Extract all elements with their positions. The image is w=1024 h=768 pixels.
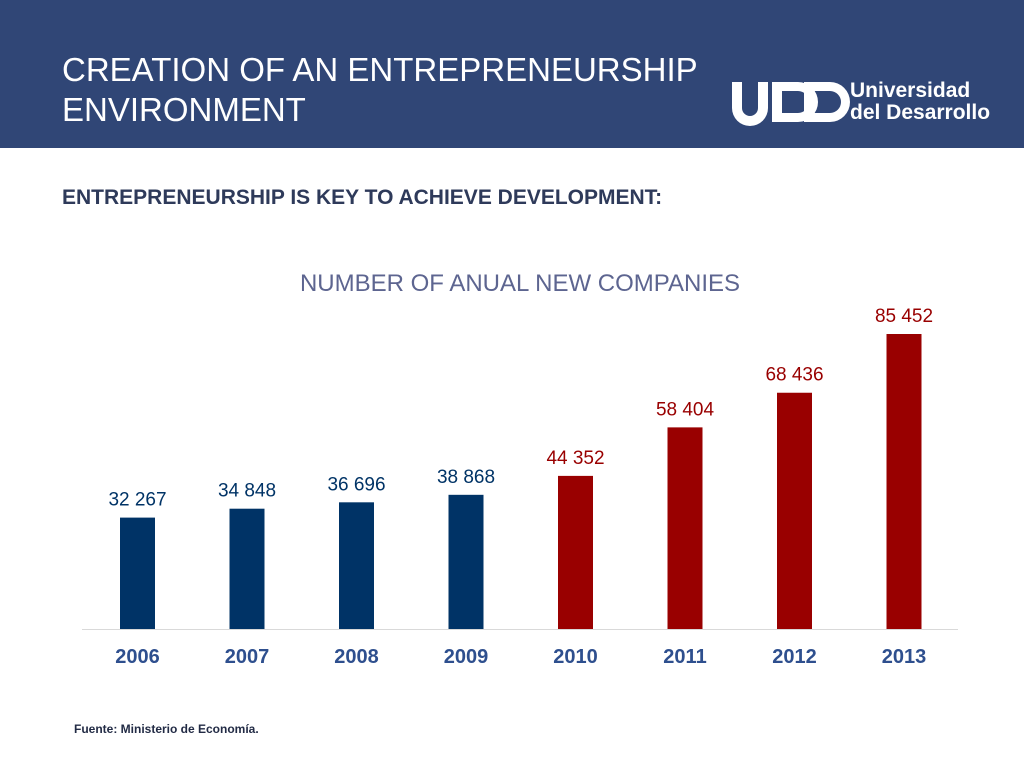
header-banner: CREATION OF AN ENTREPRENEURSHIP ENVIRONM…: [0, 0, 1024, 148]
bar-chart: 32 267 2006 34 848 2007 36 696 2008 38 868 2009…: [82, 306, 958, 668]
slide-subtitle: ENTREPRENEURSHIP IS KEY TO ACHIEVE DEVEL…: [62, 186, 663, 209]
logo-wordmark: Universidad del Desarrollo: [850, 80, 990, 124]
data-label-2012: 68 436: [765, 365, 823, 386]
x-tick-2008: 2008: [334, 646, 379, 668]
x-tick-2006: 2006: [115, 646, 160, 668]
page-title-line-1: CREATION OF AN ENTREPRENEURSHIP: [62, 51, 698, 88]
bar-2011: [667, 427, 703, 629]
data-label-2006: 32 267: [108, 490, 166, 511]
data-label-2007: 34 848: [218, 481, 276, 502]
bar-2006: [120, 517, 155, 629]
x-tick-2010: 2010: [553, 646, 598, 668]
x-tick-2011: 2011: [663, 646, 706, 668]
data-label-2013: 85 452: [875, 306, 933, 327]
bar-2007: [229, 508, 265, 629]
data-label-2011: 58 404: [656, 399, 715, 420]
bar-2013: [886, 334, 922, 629]
bar-2012: [777, 392, 812, 629]
source-note: Fuente: Ministerio de Economía.: [74, 722, 259, 736]
chart-title: NUMBER OF ANUAL NEW COMPANIES: [299, 270, 741, 297]
x-tick-2009: 2009: [444, 646, 489, 668]
logo-line-1: Universidad: [850, 79, 971, 102]
udd-logo-icon: [732, 82, 850, 126]
bar-2009: [448, 494, 484, 629]
bar-2008: [339, 502, 374, 629]
page-title: CREATION OF AN ENTREPRENEURSHIP ENVIRONM…: [62, 50, 742, 130]
x-tick-2012: 2012: [772, 646, 817, 668]
logo-line-2: del Desarrollo: [850, 101, 991, 124]
data-label-2010: 44 352: [546, 448, 604, 469]
bar-2010: [558, 475, 593, 629]
x-tick-2013: 2013: [882, 646, 927, 668]
x-tick-2007: 2007: [225, 646, 270, 668]
page-title-line-2: ENVIRONMENT: [62, 91, 306, 128]
data-label-2009: 38 868: [437, 467, 495, 488]
data-label-2008: 36 696: [327, 474, 385, 495]
